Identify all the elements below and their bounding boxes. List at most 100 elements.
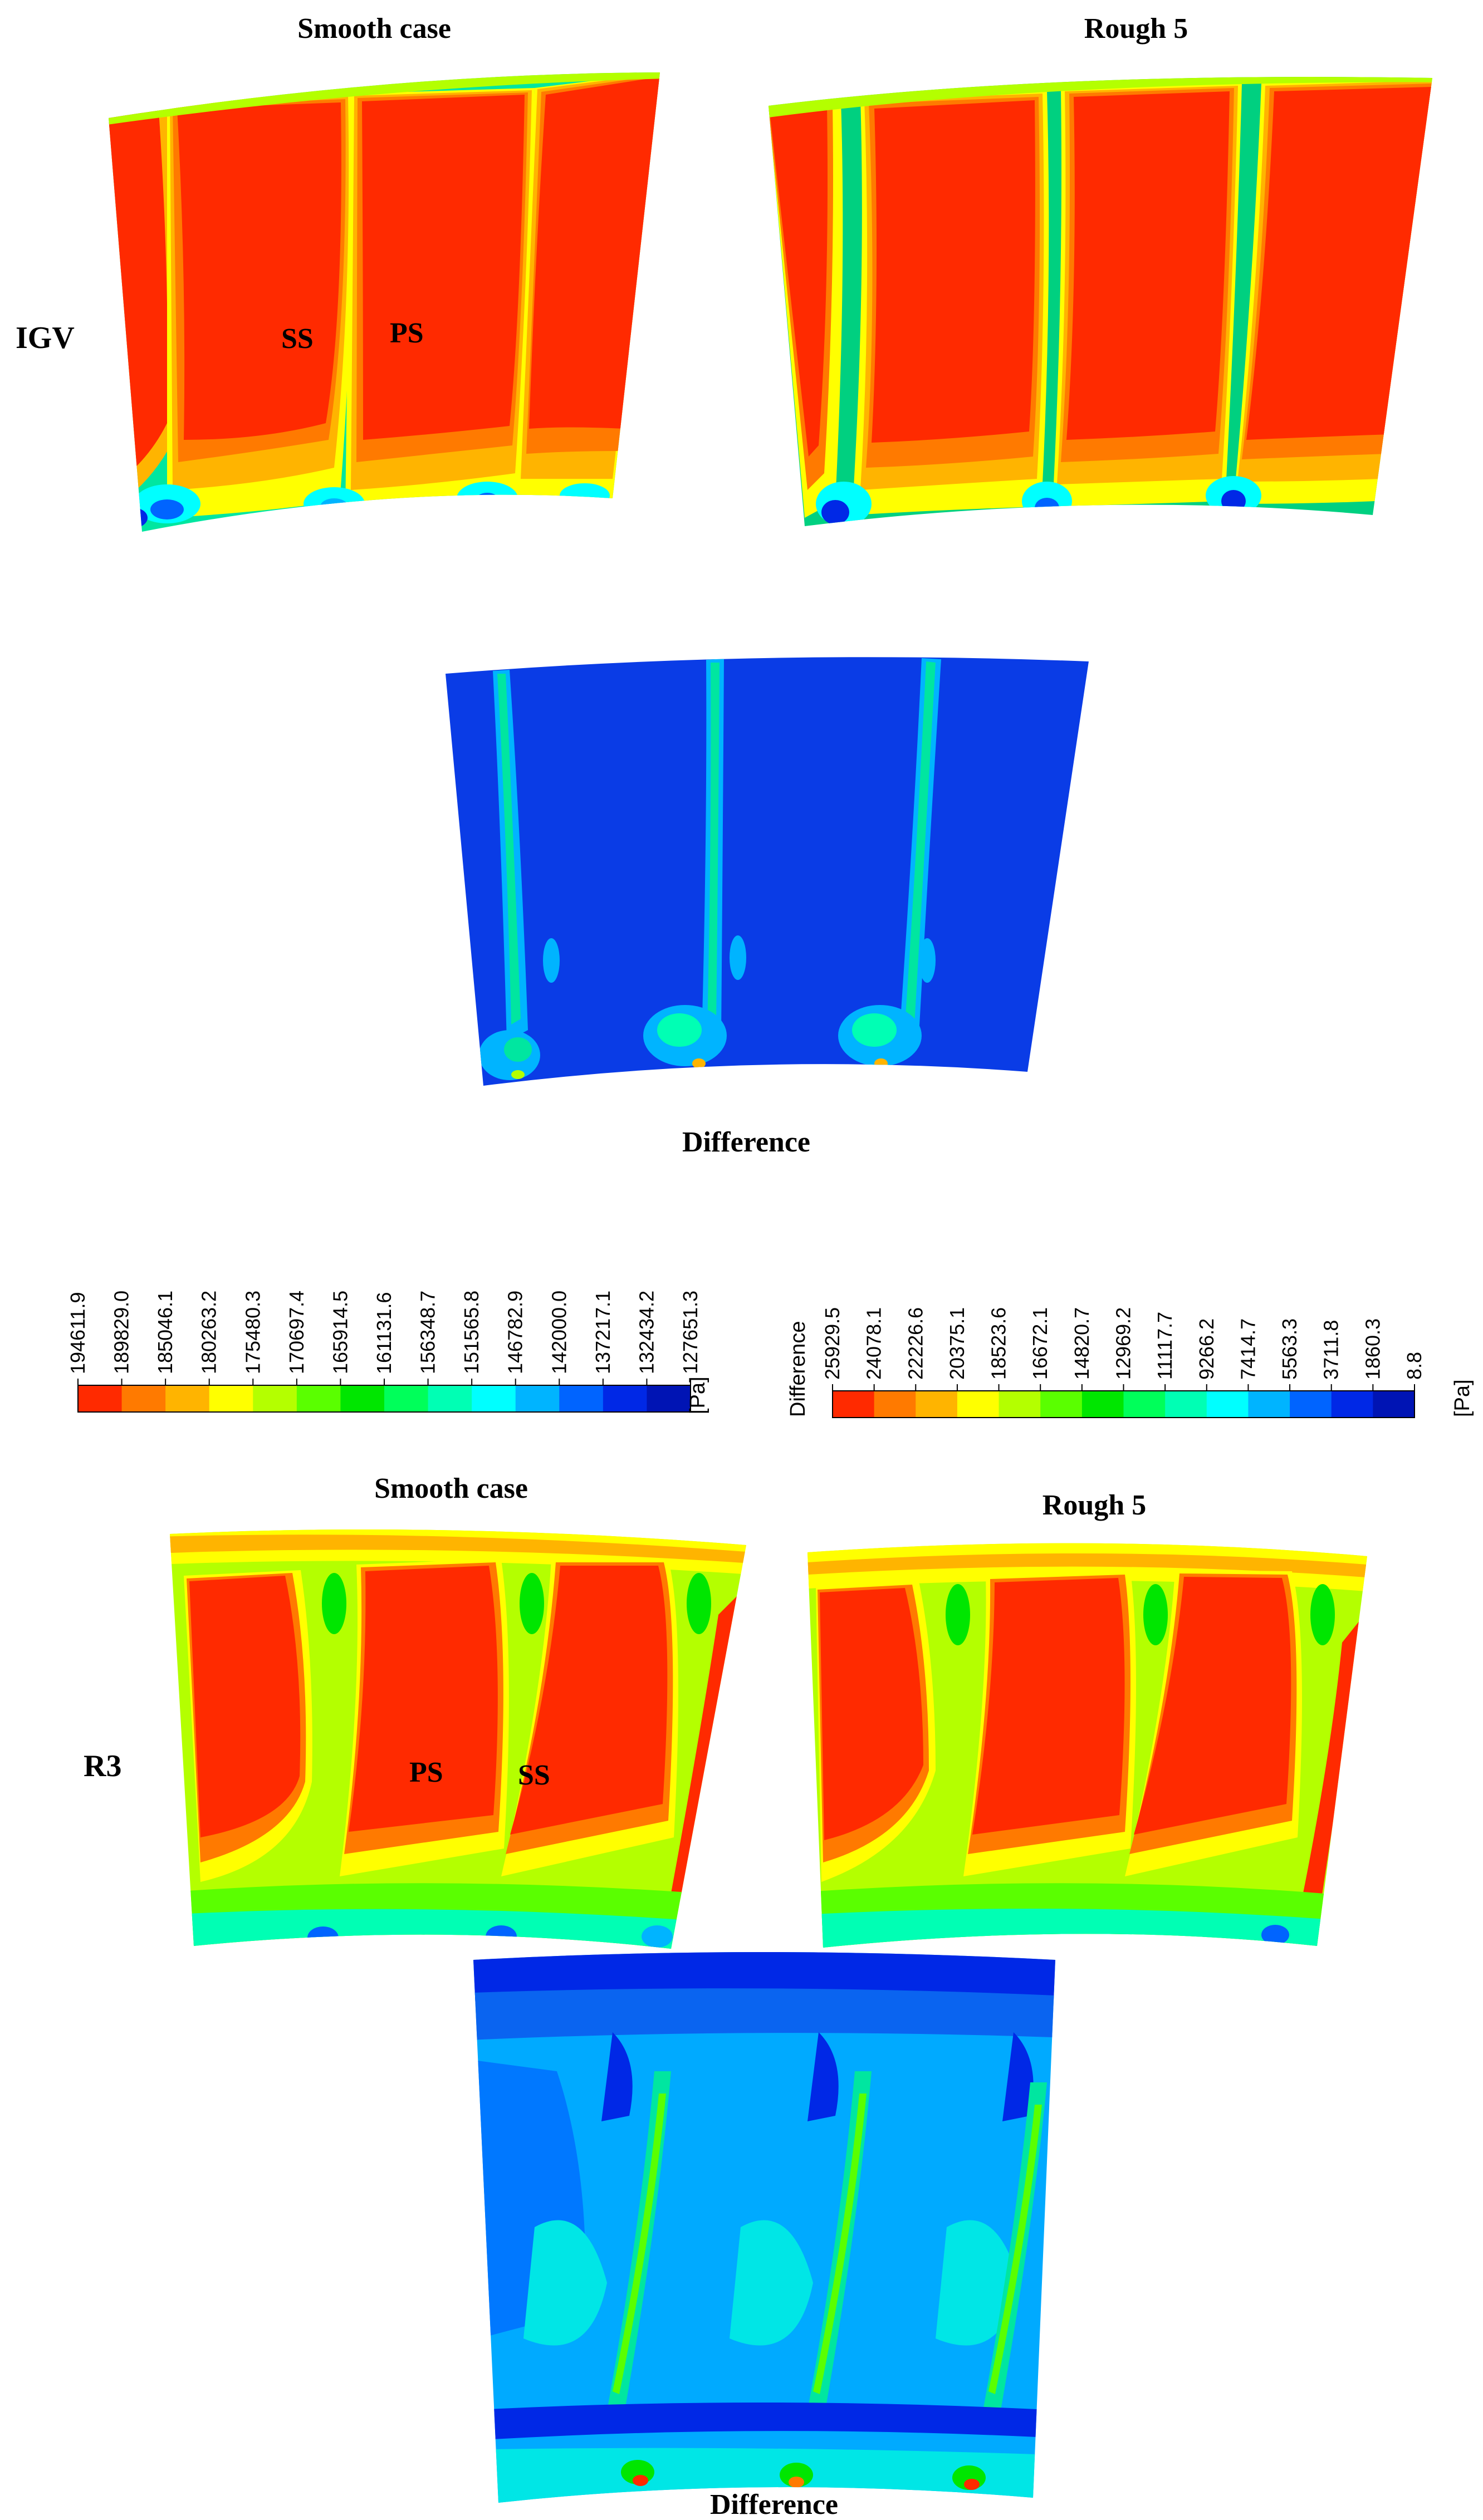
difference-legend-swatch — [999, 1391, 1041, 1418]
difference-legend-swatch — [1165, 1391, 1207, 1418]
pressure-legend-tick-label: 137217.1 — [591, 1291, 614, 1374]
igv-difference-contour — [446, 657, 1089, 1086]
pressure-legend-unit: [Pa] — [686, 1376, 709, 1414]
difference-legend-swatch — [1081, 1391, 1124, 1418]
igv-rough-contour — [769, 77, 1432, 526]
r3-smooth-passage — [340, 1559, 509, 1876]
difference-legend-swatch — [1248, 1391, 1290, 1418]
pressure-legend-swatch — [603, 1385, 647, 1412]
pressure-legend-swatch — [121, 1385, 166, 1412]
pressure-legend-tick-label: 142000.0 — [547, 1291, 570, 1374]
pressure-legend-swatch — [647, 1385, 691, 1412]
igv-difference-wake — [479, 935, 936, 1080]
difference-legend-tick-label: 3711.8 — [1320, 1320, 1343, 1380]
igv-difference-streak — [493, 658, 941, 1041]
difference-legend-swatch — [1206, 1391, 1249, 1418]
r3-difference-title: Difference — [710, 2489, 838, 2520]
pressure-legend-swatch — [559, 1385, 604, 1412]
difference-legend-swatch — [874, 1391, 916, 1418]
difference-legend-swatch — [1290, 1391, 1332, 1418]
pressure-legend-bar — [77, 1385, 691, 1413]
r3-label-ps: PS — [409, 1757, 443, 1788]
difference-legend-unit: [Pa] — [1451, 1379, 1474, 1417]
r3-smooth-contour — [170, 1529, 746, 1949]
pressure-legend-swatch — [253, 1385, 297, 1412]
pressure-legend-swatch — [340, 1385, 385, 1412]
pressure-legend-swatch — [428, 1385, 472, 1412]
r3-row-label: R3 — [84, 1749, 121, 1783]
r3-label-ss: SS — [518, 1759, 550, 1791]
igv-smooth-contour — [109, 72, 660, 532]
igv-smooth-passage — [345, 88, 535, 512]
igv-smooth-passage — [518, 72, 660, 503]
pressure-legend-tick-label: 132434.2 — [635, 1291, 658, 1374]
pressure-legend-tick-label: 180263.2 — [198, 1291, 221, 1374]
pressure-legend-swatch — [78, 1385, 123, 1412]
difference-legend-tick-label: 8.8 — [1403, 1352, 1426, 1380]
pressure-legend-tick-label: 156348.7 — [417, 1291, 439, 1374]
pressure-legend-ticks: 194611.9 189829.0 185046.1 180263.2 175480.3… — [66, 1291, 702, 1385]
difference-legend-tick-label: 11117.7 — [1153, 1312, 1176, 1380]
igv-rough-passage — [852, 90, 1049, 515]
igv-label-ps: PS — [390, 317, 424, 349]
r3-difference-contour — [473, 1952, 1055, 2503]
difference-legend-swatch — [916, 1391, 958, 1418]
r3-smooth-title: Smooth case — [374, 1473, 528, 1504]
difference-legend-tick-label: 20375.1 — [946, 1307, 968, 1380]
pressure-legend: 194611.9 189829.0 185046.1 180263.2 175480.3… — [66, 1291, 709, 1414]
r3-rough-passage — [1125, 1570, 1302, 1876]
igv-smooth-title: Smooth case — [297, 13, 451, 45]
pressure-legend-swatch — [384, 1385, 429, 1412]
pressure-legend-swatch — [515, 1385, 560, 1412]
difference-legend-tick-label: 12969.2 — [1112, 1307, 1135, 1380]
pressure-legend-tick-label: 170697.4 — [285, 1291, 308, 1374]
r3-rough-passage — [816, 1581, 936, 1882]
r3-rough-title: Rough 5 — [1042, 1489, 1146, 1521]
igv-row-label: IGV — [16, 321, 75, 355]
pressure-legend-swatch — [165, 1385, 210, 1412]
difference-legend-tick-label: 16672.1 — [1029, 1307, 1051, 1380]
difference-legend-swatch — [833, 1391, 875, 1418]
difference-legend-tick-label: 7414.7 — [1236, 1318, 1259, 1380]
pressure-legend-tick-label: 194611.9 — [66, 1292, 89, 1374]
igv-smooth-passage — [167, 94, 353, 518]
igv-label-ss: SS — [281, 323, 314, 355]
r3-difference-region — [473, 2032, 1034, 2346]
r3-smooth-passage — [501, 1559, 678, 1876]
igv-rough-passage — [1053, 84, 1242, 507]
difference-legend-tick-label: 18523.6 — [987, 1307, 1010, 1380]
difference-legend-ticks: 25929.5 24078.1 22226.6 20375.1 18523.6 16672… — [821, 1307, 1426, 1391]
difference-legend-swatch — [1373, 1391, 1415, 1418]
igv-rough-passage — [769, 100, 843, 518]
pressure-legend-tick-label: 146782.9 — [504, 1291, 527, 1374]
pressure-legend-tick-label: 161131.6 — [373, 1292, 395, 1374]
difference-legend-tick-label: 9266.2 — [1195, 1318, 1218, 1380]
r3-rough-contour — [807, 1543, 1367, 1948]
pressure-legend-tick-label: 127651.3 — [679, 1291, 702, 1374]
r3-difference-streak — [607, 2071, 1047, 2416]
difference-legend-bar — [832, 1390, 1415, 1418]
difference-legend-swatch — [1123, 1391, 1166, 1418]
difference-legend-tick-label: 1860.3 — [1361, 1318, 1384, 1380]
igv-rough-title: Rough 5 — [1084, 13, 1188, 45]
r3-smooth-passage — [184, 1570, 312, 1882]
igv-rough-passage — [1234, 78, 1432, 504]
difference-legend-tick-label: 25929.5 — [821, 1307, 844, 1380]
difference-legend-swatch — [957, 1391, 1000, 1418]
difference-legend-swatch — [1331, 1391, 1373, 1418]
difference-legend: Difference 25929.5 24078.1 22226.6 20375.1 1… — [786, 1307, 1474, 1418]
difference-legend-tick-label: 14820.7 — [1070, 1307, 1093, 1380]
pressure-legend-tick-label: 165914.5 — [329, 1291, 351, 1374]
difference-legend-title: Difference — [786, 1321, 810, 1417]
igv-difference-title: Difference — [682, 1126, 810, 1158]
pressure-legend-tick-label: 185046.1 — [154, 1291, 177, 1374]
pressure-legend-tick-label: 189829.0 — [110, 1291, 133, 1374]
pressure-legend-swatch — [472, 1385, 516, 1412]
difference-legend-tick-label: 24078.1 — [863, 1307, 885, 1380]
difference-legend-tick-label: 22226.6 — [904, 1307, 927, 1380]
pressure-legend-swatch — [209, 1385, 253, 1412]
pressure-legend-tick-label: 151565.8 — [460, 1291, 483, 1374]
pressure-legend-tick-label: 175480.3 — [241, 1291, 264, 1374]
difference-legend-tick-label: 5563.3 — [1278, 1318, 1301, 1380]
